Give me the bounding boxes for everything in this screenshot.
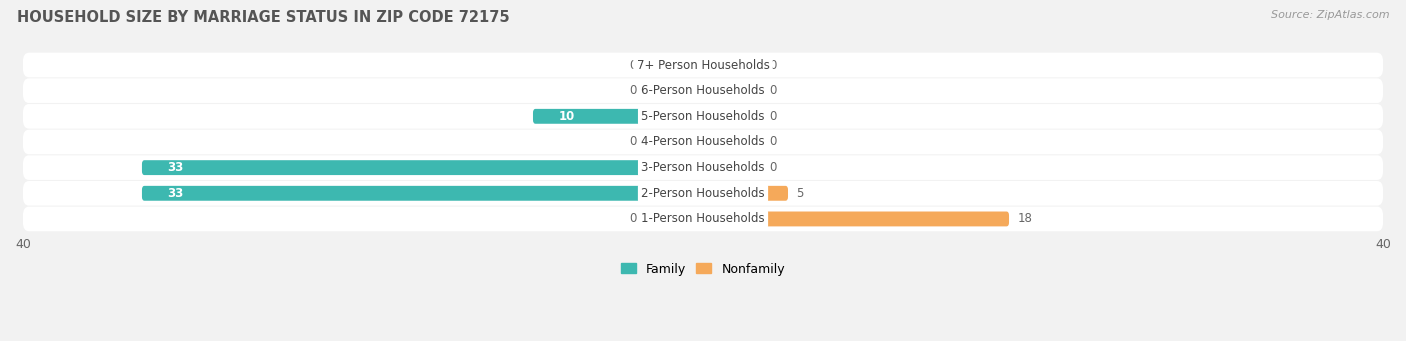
Text: 7+ Person Households: 7+ Person Households (637, 59, 769, 72)
Text: 18: 18 (1018, 212, 1032, 225)
FancyBboxPatch shape (22, 155, 1384, 180)
FancyBboxPatch shape (644, 135, 703, 149)
FancyBboxPatch shape (644, 211, 703, 226)
Text: 0: 0 (769, 135, 776, 148)
Text: 0: 0 (769, 84, 776, 97)
FancyBboxPatch shape (142, 186, 703, 201)
Text: HOUSEHOLD SIZE BY MARRIAGE STATUS IN ZIP CODE 72175: HOUSEHOLD SIZE BY MARRIAGE STATUS IN ZIP… (17, 10, 509, 25)
Text: 0: 0 (769, 161, 776, 174)
FancyBboxPatch shape (703, 211, 1010, 226)
FancyBboxPatch shape (22, 53, 1384, 77)
Text: 0: 0 (769, 59, 776, 72)
FancyBboxPatch shape (703, 160, 762, 175)
Text: 33: 33 (167, 187, 184, 200)
FancyBboxPatch shape (22, 104, 1384, 129)
Text: 0: 0 (630, 59, 637, 72)
Text: 5: 5 (797, 187, 804, 200)
FancyBboxPatch shape (644, 58, 703, 72)
FancyBboxPatch shape (533, 109, 703, 124)
FancyBboxPatch shape (703, 83, 762, 98)
Text: Source: ZipAtlas.com: Source: ZipAtlas.com (1271, 10, 1389, 20)
Text: 0: 0 (630, 84, 637, 97)
Text: 1-Person Households: 1-Person Households (641, 212, 765, 225)
FancyBboxPatch shape (22, 78, 1384, 103)
Text: 10: 10 (558, 110, 575, 123)
FancyBboxPatch shape (142, 160, 703, 175)
Text: 2-Person Households: 2-Person Households (641, 187, 765, 200)
Text: 33: 33 (167, 161, 184, 174)
Text: 0: 0 (769, 110, 776, 123)
FancyBboxPatch shape (703, 109, 762, 124)
Text: 0: 0 (630, 212, 637, 225)
FancyBboxPatch shape (22, 130, 1384, 154)
Text: 5-Person Households: 5-Person Households (641, 110, 765, 123)
Text: 4-Person Households: 4-Person Households (641, 135, 765, 148)
Legend: Family, Nonfamily: Family, Nonfamily (616, 257, 790, 281)
FancyBboxPatch shape (703, 135, 762, 149)
Text: 0: 0 (630, 135, 637, 148)
FancyBboxPatch shape (644, 83, 703, 98)
FancyBboxPatch shape (703, 58, 762, 72)
Text: 3-Person Households: 3-Person Households (641, 161, 765, 174)
FancyBboxPatch shape (703, 186, 787, 201)
FancyBboxPatch shape (22, 207, 1384, 231)
FancyBboxPatch shape (22, 181, 1384, 206)
Text: 6-Person Households: 6-Person Households (641, 84, 765, 97)
